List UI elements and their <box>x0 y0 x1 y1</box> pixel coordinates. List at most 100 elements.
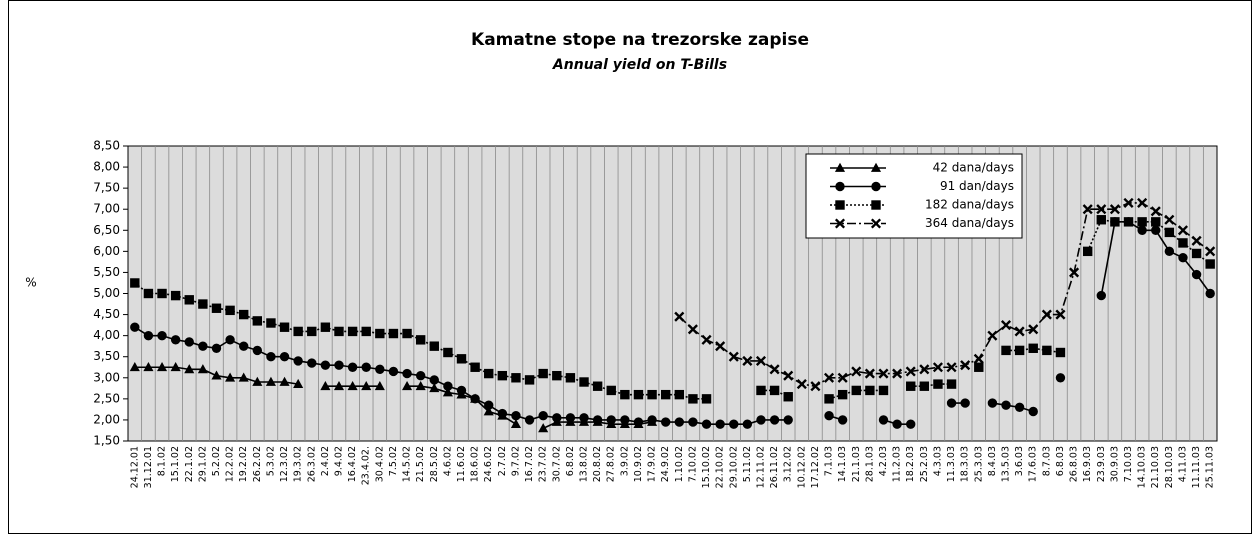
marker <box>211 343 222 353</box>
marker <box>919 364 930 375</box>
x-tick-label: 16.7.02 <box>524 446 535 482</box>
y-tick-label: 8,00 <box>93 160 120 174</box>
x-tick-label: 7.1.03 <box>824 446 835 476</box>
marker <box>402 380 413 391</box>
x-tick-label: 10.12.02 <box>796 446 807 488</box>
marker <box>293 356 303 366</box>
marker <box>674 311 685 322</box>
marker <box>974 362 984 372</box>
marker <box>239 341 249 351</box>
marker <box>892 368 903 379</box>
marker <box>919 381 930 391</box>
x-tick-label: 14.10.03 <box>1137 446 1148 488</box>
marker <box>184 337 194 347</box>
marker <box>211 370 222 380</box>
y-tick-label: 5,50 <box>93 265 120 279</box>
marker <box>429 375 439 385</box>
marker <box>1151 217 1161 227</box>
x-tick-label: 4.2.03 <box>878 446 889 476</box>
marker <box>783 392 793 402</box>
marker <box>497 408 508 419</box>
x-tick-label: 20.8.02 <box>592 446 603 482</box>
x-tick-label: 26.2.02 <box>252 446 263 482</box>
y-tick-label: 1,50 <box>93 434 120 448</box>
marker <box>1000 320 1012 331</box>
marker <box>946 379 957 389</box>
marker <box>415 380 426 391</box>
marker <box>824 394 834 404</box>
marker <box>552 413 562 423</box>
marker <box>157 288 167 299</box>
marker <box>443 347 453 358</box>
marker <box>592 415 603 425</box>
marker <box>769 385 780 396</box>
x-tick-label: 7.10.02 <box>687 446 698 482</box>
marker <box>279 322 290 332</box>
x-tick-label: 16.9.03 <box>1082 446 1093 482</box>
marker <box>347 326 358 337</box>
x-tick-label: 28.10.03 <box>1164 446 1175 488</box>
marker <box>1014 326 1025 337</box>
marker <box>647 389 657 400</box>
y-tick-label: 4,50 <box>93 307 120 321</box>
series-line <box>678 202 1211 388</box>
x-tick-label: 13.5.03 <box>1001 446 1012 482</box>
x-tick-label: 16.4.02 <box>347 446 358 482</box>
marker <box>170 290 181 301</box>
marker <box>388 366 399 377</box>
x-tick-label: 8.4.03 <box>987 446 998 476</box>
x-tick-label: 13.8.02 <box>579 446 590 482</box>
x-tick-label: 23.9.03 <box>1096 446 1107 482</box>
marker <box>783 415 793 425</box>
marker <box>871 181 881 192</box>
x-tick-label: 26.3.02 <box>306 446 317 482</box>
marker <box>756 385 766 396</box>
marker <box>361 326 371 337</box>
marker <box>1096 204 1107 215</box>
marker <box>538 368 548 379</box>
x-tick-label: 6.8.02 <box>565 446 576 476</box>
marker <box>483 406 494 416</box>
marker <box>1055 347 1066 358</box>
marker <box>198 299 208 309</box>
marker <box>470 362 480 372</box>
marker <box>361 380 372 391</box>
marker <box>184 364 195 374</box>
x-tick-label: 12.11.02 <box>755 446 766 488</box>
x-tick-label: 8.7.03 <box>1041 446 1052 476</box>
marker <box>1028 406 1038 417</box>
x-tick-label: 3.6.03 <box>1014 446 1025 476</box>
x-tick-label: 18.2.03 <box>905 446 916 482</box>
marker <box>361 362 371 372</box>
marker <box>402 328 412 339</box>
chart-subtitle: Annual yield on T-Bills <box>552 57 727 73</box>
x-tick-label: 15.10.02 <box>701 446 712 488</box>
marker <box>871 200 881 210</box>
marker <box>320 360 331 370</box>
marker <box>565 373 576 383</box>
marker <box>1109 204 1120 215</box>
x-tick-label: 25.3.03 <box>973 446 984 482</box>
marker <box>334 326 344 337</box>
marker <box>742 419 753 429</box>
marker <box>674 389 685 400</box>
marker <box>606 385 616 396</box>
x-tick-label: 11.2.03 <box>892 446 903 482</box>
marker <box>429 383 440 393</box>
x-tick-label: 22.10.02 <box>715 446 726 488</box>
marker <box>225 305 235 316</box>
marker <box>265 376 276 386</box>
x-tick-label: 21.5.02 <box>415 446 426 482</box>
marker <box>1001 345 1011 356</box>
marker <box>837 389 848 400</box>
marker <box>1178 252 1188 263</box>
marker <box>987 398 998 408</box>
x-tick-label: 18.6.02 <box>470 446 481 482</box>
x-tick-label: 15.1.02 <box>170 446 181 482</box>
marker <box>674 417 685 427</box>
marker <box>729 419 739 429</box>
marker <box>1041 309 1052 320</box>
marker <box>620 415 630 425</box>
marker <box>470 394 480 404</box>
x-tick-label: 12.3.02 <box>279 446 290 482</box>
